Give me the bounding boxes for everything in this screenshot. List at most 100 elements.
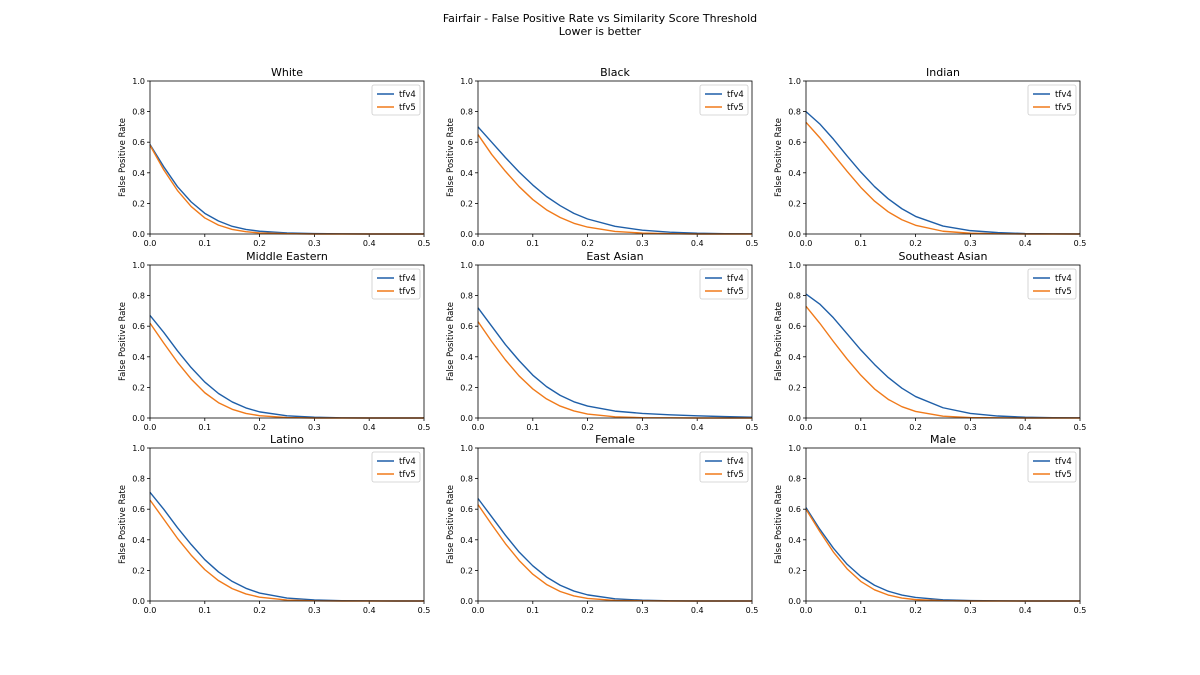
y-tick-label: 0.2: [460, 566, 473, 575]
legend-label: tfv5: [399, 470, 416, 480]
x-tick-label: 0.3: [308, 606, 321, 615]
legend: tfv4 tfv5: [1027, 451, 1077, 483]
subplot-title: East Asian: [586, 250, 643, 263]
x-tick-label: 0.1: [526, 239, 539, 248]
x-tick-label: 0.2: [253, 423, 266, 432]
y-tick-label: 0.6: [788, 138, 801, 147]
y-tick-label: 0.8: [788, 292, 801, 301]
x-tick-label: 0.0: [144, 423, 157, 432]
series-line-tfv4: [149, 315, 424, 419]
x-tick-label: 0.0: [144, 606, 157, 615]
x-tick-label: 0.4: [1019, 239, 1032, 248]
axes-frame: [805, 447, 1081, 602]
y-tick-label: 0.4: [132, 353, 145, 362]
x-tick-label: 0.3: [308, 423, 321, 432]
x-tick-label: 0.2: [581, 239, 594, 248]
legend: tfv4 tfv5: [371, 84, 421, 116]
y-tick-label: 0.0: [788, 597, 801, 606]
subplot-latino: Latino False Positive Rate 0.0 0.1 0.2 0.3 0.4…: [118, 433, 430, 615]
axes-frame: [149, 447, 425, 602]
y-tick-label: 0.8: [788, 108, 801, 117]
x-tick-label: 0.2: [581, 606, 594, 615]
y-tick-label: 0.2: [460, 383, 473, 392]
series-line-tfv4: [477, 307, 753, 418]
legend-label: tfv4: [727, 274, 744, 284]
subplot-title: Male: [930, 433, 956, 446]
x-tick-label: 0.0: [144, 239, 157, 248]
series-line-tfv5: [805, 305, 1080, 419]
y-tick-label: 0.8: [132, 292, 145, 301]
subplot-southeast-asian: Southeast Asian False Positive Rate 0.0 0.1…: [774, 250, 1086, 432]
x-tick-label: 0.2: [581, 423, 594, 432]
series-line-tfv5: [805, 508, 1080, 602]
y-tick-label: 0.0: [132, 414, 145, 423]
x-tick-label: 0.5: [418, 423, 431, 432]
series-line-tfv5: [149, 499, 424, 602]
y-axis-label: False Positive Rate: [118, 118, 128, 197]
series-line-tfv5: [477, 321, 752, 419]
subplot-indian: Indian False Positive Rate 0.0 0.1 0.2 0.3 0.4…: [774, 66, 1086, 248]
y-tick-label: 0.4: [788, 536, 801, 545]
x-tick-label: 0.1: [198, 423, 211, 432]
y-tick-label: 0.6: [132, 138, 145, 147]
y-tick-label: 0.8: [788, 475, 801, 484]
legend-label: tfv4: [399, 90, 416, 100]
y-tick-label: 0.0: [460, 597, 473, 606]
x-tick-label: 0.2: [253, 239, 266, 248]
y-tick-label: 1.0: [132, 261, 145, 270]
y-tick-label: 1.0: [460, 77, 473, 86]
x-tick-label: 0.5: [746, 423, 759, 432]
x-tick-label: 0.1: [198, 606, 211, 615]
y-tick-label: 0.4: [460, 169, 473, 178]
subplot-female: Female False Positive Rate 0.0 0.1 0.2 0.3 0.4…: [446, 433, 758, 615]
x-tick-label: 0.3: [636, 606, 649, 615]
series-line-tfv4: [477, 126, 753, 235]
subplot-title: Latino: [270, 433, 304, 446]
legend: tfv4 tfv5: [1027, 84, 1077, 116]
legend-label: tfv5: [399, 103, 416, 113]
x-tick-label: 0.4: [1019, 606, 1032, 615]
subplot-east-asian: East Asian False Positive Rate 0.0 0.1 0.2 0.…: [446, 250, 758, 432]
x-tick-label: 0.4: [363, 239, 376, 248]
legend-label: tfv5: [727, 470, 744, 480]
axes-frame: [149, 264, 425, 419]
y-tick-label: 1.0: [788, 261, 801, 270]
x-tick-label: 0.1: [854, 423, 867, 432]
legend-label: tfv4: [727, 457, 744, 467]
y-tick-label: 0.8: [460, 292, 473, 301]
x-tick-label: 0.2: [909, 606, 922, 615]
y-tick-label: 1.0: [460, 261, 473, 270]
x-tick-label: 0.1: [526, 606, 539, 615]
subplot-title: White: [271, 66, 303, 79]
y-tick-label: 0.4: [460, 536, 473, 545]
y-axis-label: False Positive Rate: [446, 485, 456, 564]
x-tick-label: 0.3: [964, 606, 977, 615]
legend-label: tfv5: [1055, 470, 1072, 480]
x-tick-label: 0.5: [746, 606, 759, 615]
x-tick-label: 0.4: [691, 239, 704, 248]
x-tick-label: 0.1: [854, 606, 867, 615]
y-tick-label: 1.0: [460, 444, 473, 453]
x-tick-label: 0.3: [964, 423, 977, 432]
series-line-tfv5: [477, 134, 752, 235]
x-tick-label: 0.5: [418, 606, 431, 615]
y-tick-label: 0.8: [132, 108, 145, 117]
legend-label: tfv5: [1055, 103, 1072, 113]
x-tick-label: 0.4: [1019, 423, 1032, 432]
x-tick-label: 0.3: [964, 239, 977, 248]
y-tick-label: 0.0: [460, 414, 473, 423]
axes-frame: [805, 80, 1081, 235]
series-line-tfv5: [805, 121, 1080, 235]
x-tick-label: 0.0: [800, 239, 813, 248]
y-tick-label: 0.8: [460, 108, 473, 117]
x-tick-label: 0.1: [854, 239, 867, 248]
series-line-tfv4: [149, 144, 424, 235]
series-line-tfv4: [477, 498, 752, 602]
y-tick-label: 0.6: [788, 322, 801, 331]
legend: tfv4 tfv5: [371, 451, 421, 483]
figure-subtitle: Lower is better: [559, 25, 642, 38]
axes-frame: [805, 264, 1081, 419]
legend-label: tfv4: [1055, 90, 1072, 100]
y-tick-label: 1.0: [132, 77, 145, 86]
x-tick-label: 0.5: [1074, 239, 1087, 248]
